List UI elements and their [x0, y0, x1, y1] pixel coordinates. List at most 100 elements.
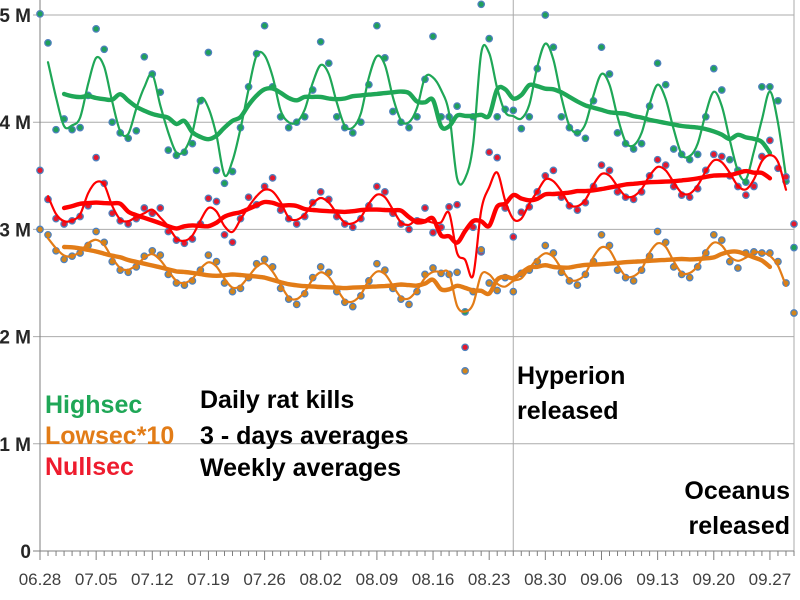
daily-data-point — [597, 230, 606, 239]
daily-data-point — [605, 70, 614, 78]
daily-data-point — [750, 182, 758, 191]
daily-data-point — [661, 161, 670, 169]
x-axis-tick-label: 08.02 — [299, 570, 342, 589]
daily-data-point — [429, 264, 437, 272]
daily-data-point — [597, 161, 606, 169]
title-3day: 3 - days averages — [200, 422, 408, 450]
chart-title-block: Daily rat kills 3 - days averages Weekly… — [200, 386, 408, 482]
daily-data-point — [725, 155, 734, 164]
daily-data-point — [156, 251, 165, 259]
daily-data-point — [381, 188, 389, 196]
daily-data-point — [204, 251, 213, 259]
daily-data-point — [316, 188, 325, 196]
daily-data-point — [292, 300, 301, 309]
daily-data-point — [509, 287, 518, 296]
daily-data-point — [774, 96, 782, 105]
daily-data-point — [629, 277, 638, 285]
daily-data-point — [453, 268, 461, 277]
daily-data-point — [348, 302, 357, 311]
daily-data-point — [324, 59, 333, 68]
x-axis-tick-label: 09.13 — [636, 570, 679, 589]
daily-data-point — [445, 203, 453, 211]
daily-data-point — [268, 174, 277, 182]
daily-data-point — [485, 279, 494, 287]
daily-data-point — [661, 80, 670, 89]
daily-data-point — [373, 21, 381, 30]
daily-data-point — [517, 124, 526, 133]
y-axis-tick-label: 2 M — [0, 328, 31, 349]
daily-data-point — [613, 129, 622, 137]
daily-data-point — [541, 11, 550, 19]
series-legend: Highsec Lowsec*10 Nullsec — [45, 391, 174, 481]
daily-data-point — [509, 106, 518, 115]
daily-data-point — [204, 194, 213, 203]
daily-data-point — [766, 82, 774, 91]
daily-data-point — [244, 193, 253, 202]
hyperion-annotation-line1: Hyperion — [517, 362, 625, 390]
x-axis-tick-label: 07.19 — [187, 570, 230, 589]
daily-data-point — [541, 241, 550, 250]
y-axis-tick-label: 4 M — [0, 113, 31, 134]
daily-data-point — [725, 257, 734, 266]
daily-data-point — [573, 281, 582, 289]
axes — [33, 0, 795, 560]
daily-data-point — [204, 48, 213, 57]
daily-data-point — [260, 21, 269, 30]
x-axis-tick-label: 06.28 — [19, 570, 62, 589]
oceanus-annotation: Oceanus released — [684, 477, 790, 540]
daily-data-point — [557, 112, 566, 121]
daily-data-point — [653, 155, 662, 164]
y-axis-tick-label: 5 M — [0, 6, 31, 27]
series-nullsec — [36, 136, 798, 352]
daily-data-point — [284, 123, 293, 132]
weekly-avg-line — [61, 244, 773, 297]
daily-data-point — [108, 118, 117, 127]
daily-data-point — [525, 112, 534, 121]
daily-data-point — [429, 228, 437, 237]
daily-data-point — [52, 125, 60, 134]
daily-data-point — [493, 153, 502, 162]
daily-data-point — [44, 39, 52, 47]
oceanus-annotation-line2: released — [689, 512, 790, 540]
daily-data-point — [485, 148, 494, 157]
x-axis-tick-label: 07.12 — [131, 570, 174, 589]
daily-data-point — [717, 152, 726, 161]
daily-data-point — [653, 59, 662, 68]
daily-data-point — [36, 10, 44, 18]
title-weekly: Weekly averages — [200, 454, 401, 482]
avg3-line — [46, 42, 788, 186]
daily-data-point — [453, 102, 461, 110]
legend-lowsec: Lowsec*10 — [45, 422, 174, 450]
daily-data-point — [637, 139, 646, 148]
daily-data-point — [292, 220, 301, 228]
daily-data-point — [92, 153, 100, 162]
daily-data-point — [429, 32, 437, 41]
weekly-avg-line — [61, 168, 773, 245]
daily-data-point — [790, 309, 798, 317]
daily-data-point — [790, 220, 798, 228]
x-axis-tick-label: 09.27 — [749, 570, 792, 589]
daily-data-point — [509, 233, 518, 241]
daily-data-point — [100, 45, 109, 54]
axis-labels: 0 1 M 2 M 3 M 4 M 5 M 06.28 07.05 07.12 07.19 07.2… — [0, 6, 791, 589]
daily-data-point — [734, 264, 742, 272]
x-axis-tick-label: 08.09 — [356, 570, 399, 589]
daily-data-point — [766, 136, 774, 145]
x-axis-tick-label: 07.26 — [243, 570, 286, 589]
daily-data-point — [348, 129, 357, 137]
daily-data-point — [348, 223, 357, 232]
x-axis-tick-label: 08.30 — [524, 570, 567, 589]
daily-data-point — [685, 273, 694, 282]
daily-data-point — [742, 191, 750, 199]
y-axis-tick-label: 0 — [20, 542, 31, 563]
daily-data-point — [477, 0, 486, 9]
x-axis-tick-label: 08.16 — [412, 570, 455, 589]
daily-data-point — [220, 230, 229, 239]
daily-data-point — [669, 145, 678, 153]
daily-data-point — [453, 200, 461, 209]
daily-data-point — [581, 134, 590, 143]
oceanus-annotation-line1: Oceanus — [684, 477, 790, 505]
daily-data-point — [140, 52, 149, 61]
daily-data-point — [36, 225, 44, 234]
